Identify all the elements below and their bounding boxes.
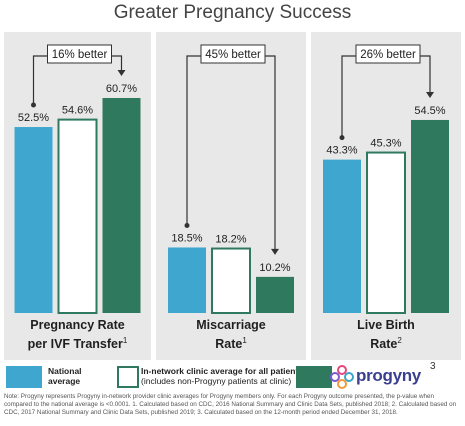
panel-title-line1: Pregnancy Rate bbox=[30, 318, 125, 332]
better-label: 45% better bbox=[205, 49, 261, 61]
panel-title-miscarriage-rate: Miscarriage Rate1 bbox=[156, 318, 306, 352]
bracket-arrowhead bbox=[426, 91, 434, 98]
legend-in-network-sub: (includes non-Progyny patients at clinic… bbox=[141, 376, 292, 386]
panel-title-line2: Rate bbox=[370, 337, 398, 352]
bracket-line bbox=[186, 55, 276, 251]
progyny-footnote: 3 bbox=[430, 361, 436, 372]
panel-title-live-birth-rate: Live Birth Rate2 bbox=[311, 318, 461, 352]
legend-swatch-in-network bbox=[117, 366, 139, 388]
bar-in-network bbox=[57, 118, 98, 314]
progyny-logo: progyny 3 bbox=[330, 361, 455, 389]
better-label: 16% better bbox=[52, 49, 108, 61]
panel-title-pregnancy-rate: Pregnancy Rate per IVF Transfer1 bbox=[4, 318, 151, 352]
panel-title-line1: Live Birth bbox=[357, 318, 415, 332]
bar-value-label: 45.3% bbox=[370, 138, 401, 150]
bar-national bbox=[323, 159, 361, 313]
bracket-line bbox=[32, 55, 123, 106]
bar-value-label: 10.2% bbox=[259, 262, 290, 274]
bracket-line bbox=[341, 55, 431, 138]
better-box bbox=[355, 44, 421, 64]
bar-progyny bbox=[411, 119, 449, 313]
panel-title-line2: Rate bbox=[215, 337, 243, 352]
legend-national-text: National average bbox=[48, 366, 82, 386]
panel-title-line1: Miscarriage bbox=[196, 318, 266, 332]
better-label: 26% better bbox=[360, 49, 416, 61]
bracket-arrowhead bbox=[117, 70, 126, 76]
bar-value-label: 18.5% bbox=[171, 232, 202, 244]
legend-label-national: National average bbox=[48, 366, 108, 386]
chart-title: Greater Pregnancy Success bbox=[113, 2, 352, 23]
bar-value-label: 54.6% bbox=[62, 105, 93, 117]
legend-in-network-main: In-network clinic average for all patien… bbox=[141, 366, 304, 376]
bar-progyny bbox=[256, 276, 294, 313]
panel-footnote: 1 bbox=[122, 336, 128, 345]
bar-in-network bbox=[211, 247, 251, 314]
panel-footnote: 1 bbox=[242, 336, 247, 345]
panel-footnote: 2 bbox=[397, 336, 402, 345]
bar-in-network bbox=[366, 151, 406, 314]
bar-value-label: 18.2% bbox=[215, 234, 246, 246]
bar-national bbox=[14, 127, 53, 313]
bar-value-label: 60.7% bbox=[106, 83, 137, 95]
bar-value-label: 52.5% bbox=[18, 112, 49, 124]
legend-swatch-progyny bbox=[296, 366, 332, 388]
better-box bbox=[200, 44, 266, 64]
panel-title-line2: per IVF Transfer bbox=[27, 337, 123, 352]
progyny-logo-icon bbox=[330, 365, 354, 389]
bar-value-label: 43.3% bbox=[326, 145, 357, 157]
bar-national bbox=[168, 247, 206, 313]
better-box bbox=[47, 44, 112, 64]
bar-progyny bbox=[102, 98, 141, 313]
footnote-text: Note: Progyny represents Progyny in-netw… bbox=[4, 393, 457, 417]
legend-swatch-national bbox=[6, 366, 42, 388]
progyny-wordmark: progyny bbox=[356, 366, 421, 385]
bar-value-label: 54.5% bbox=[414, 105, 445, 117]
bracket-arrowhead bbox=[271, 248, 279, 255]
legend-label-in-network: In-network clinic average for all patien… bbox=[141, 366, 321, 386]
